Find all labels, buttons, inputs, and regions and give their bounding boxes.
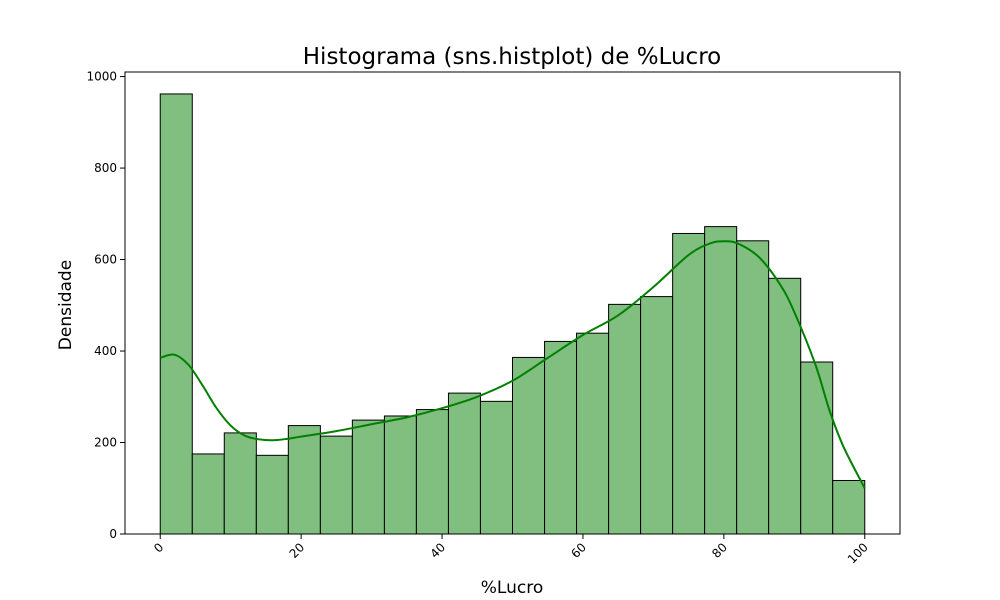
y-tick-label: 800 xyxy=(94,161,117,175)
x-tick-label: 40 xyxy=(427,540,448,561)
y-axis: 0 200 400 600 800 1000 xyxy=(86,70,125,541)
x-axis-title: %Lucro xyxy=(481,578,543,598)
histogram-bar xyxy=(672,232,706,535)
histogram-bar xyxy=(287,425,321,535)
x-axis: 0 20 40 60 80 100 xyxy=(151,534,871,566)
histogram-bar xyxy=(319,435,353,535)
x-tick-label: 20 xyxy=(287,540,308,561)
histogram-bar xyxy=(351,419,385,535)
histogram-bar xyxy=(544,340,578,535)
y-tick-label: 400 xyxy=(94,344,117,358)
histogram-bar xyxy=(383,415,417,535)
y-tick-label: 600 xyxy=(94,253,117,267)
histogram-bar xyxy=(255,454,289,535)
histogram-bar xyxy=(415,409,449,535)
plot-frame xyxy=(124,71,901,535)
y-axis-title: Densidade xyxy=(56,260,76,350)
histogram-bar xyxy=(479,400,513,535)
x-tick-label: 100 xyxy=(845,540,871,566)
x-tick-label: 0 xyxy=(151,540,166,555)
y-tick-label: 0 xyxy=(109,527,117,541)
x-tick-label: 60 xyxy=(568,540,589,561)
kde-line xyxy=(159,240,866,489)
y-tick-label: 1000 xyxy=(86,70,117,84)
histogram-bar xyxy=(159,93,193,535)
histogram-bar xyxy=(800,361,834,535)
histogram-bar xyxy=(576,332,610,535)
bars-group xyxy=(159,93,866,535)
histogram-bar xyxy=(608,303,642,535)
histogram-bar xyxy=(736,240,770,535)
histogram-bar xyxy=(704,226,738,535)
histogram-bar xyxy=(768,277,802,535)
x-tick-label: 80 xyxy=(709,540,730,561)
histogram-bar xyxy=(191,453,225,535)
histogram-bar xyxy=(640,296,674,535)
histogram-bar xyxy=(223,432,257,535)
histogram-bar xyxy=(512,356,546,535)
chart-title: Histograma (sns.histplot) de %Lucro xyxy=(303,44,721,70)
histogram-bar xyxy=(447,392,481,535)
histogram-bar xyxy=(832,479,866,535)
y-tick-label: 200 xyxy=(94,436,117,450)
